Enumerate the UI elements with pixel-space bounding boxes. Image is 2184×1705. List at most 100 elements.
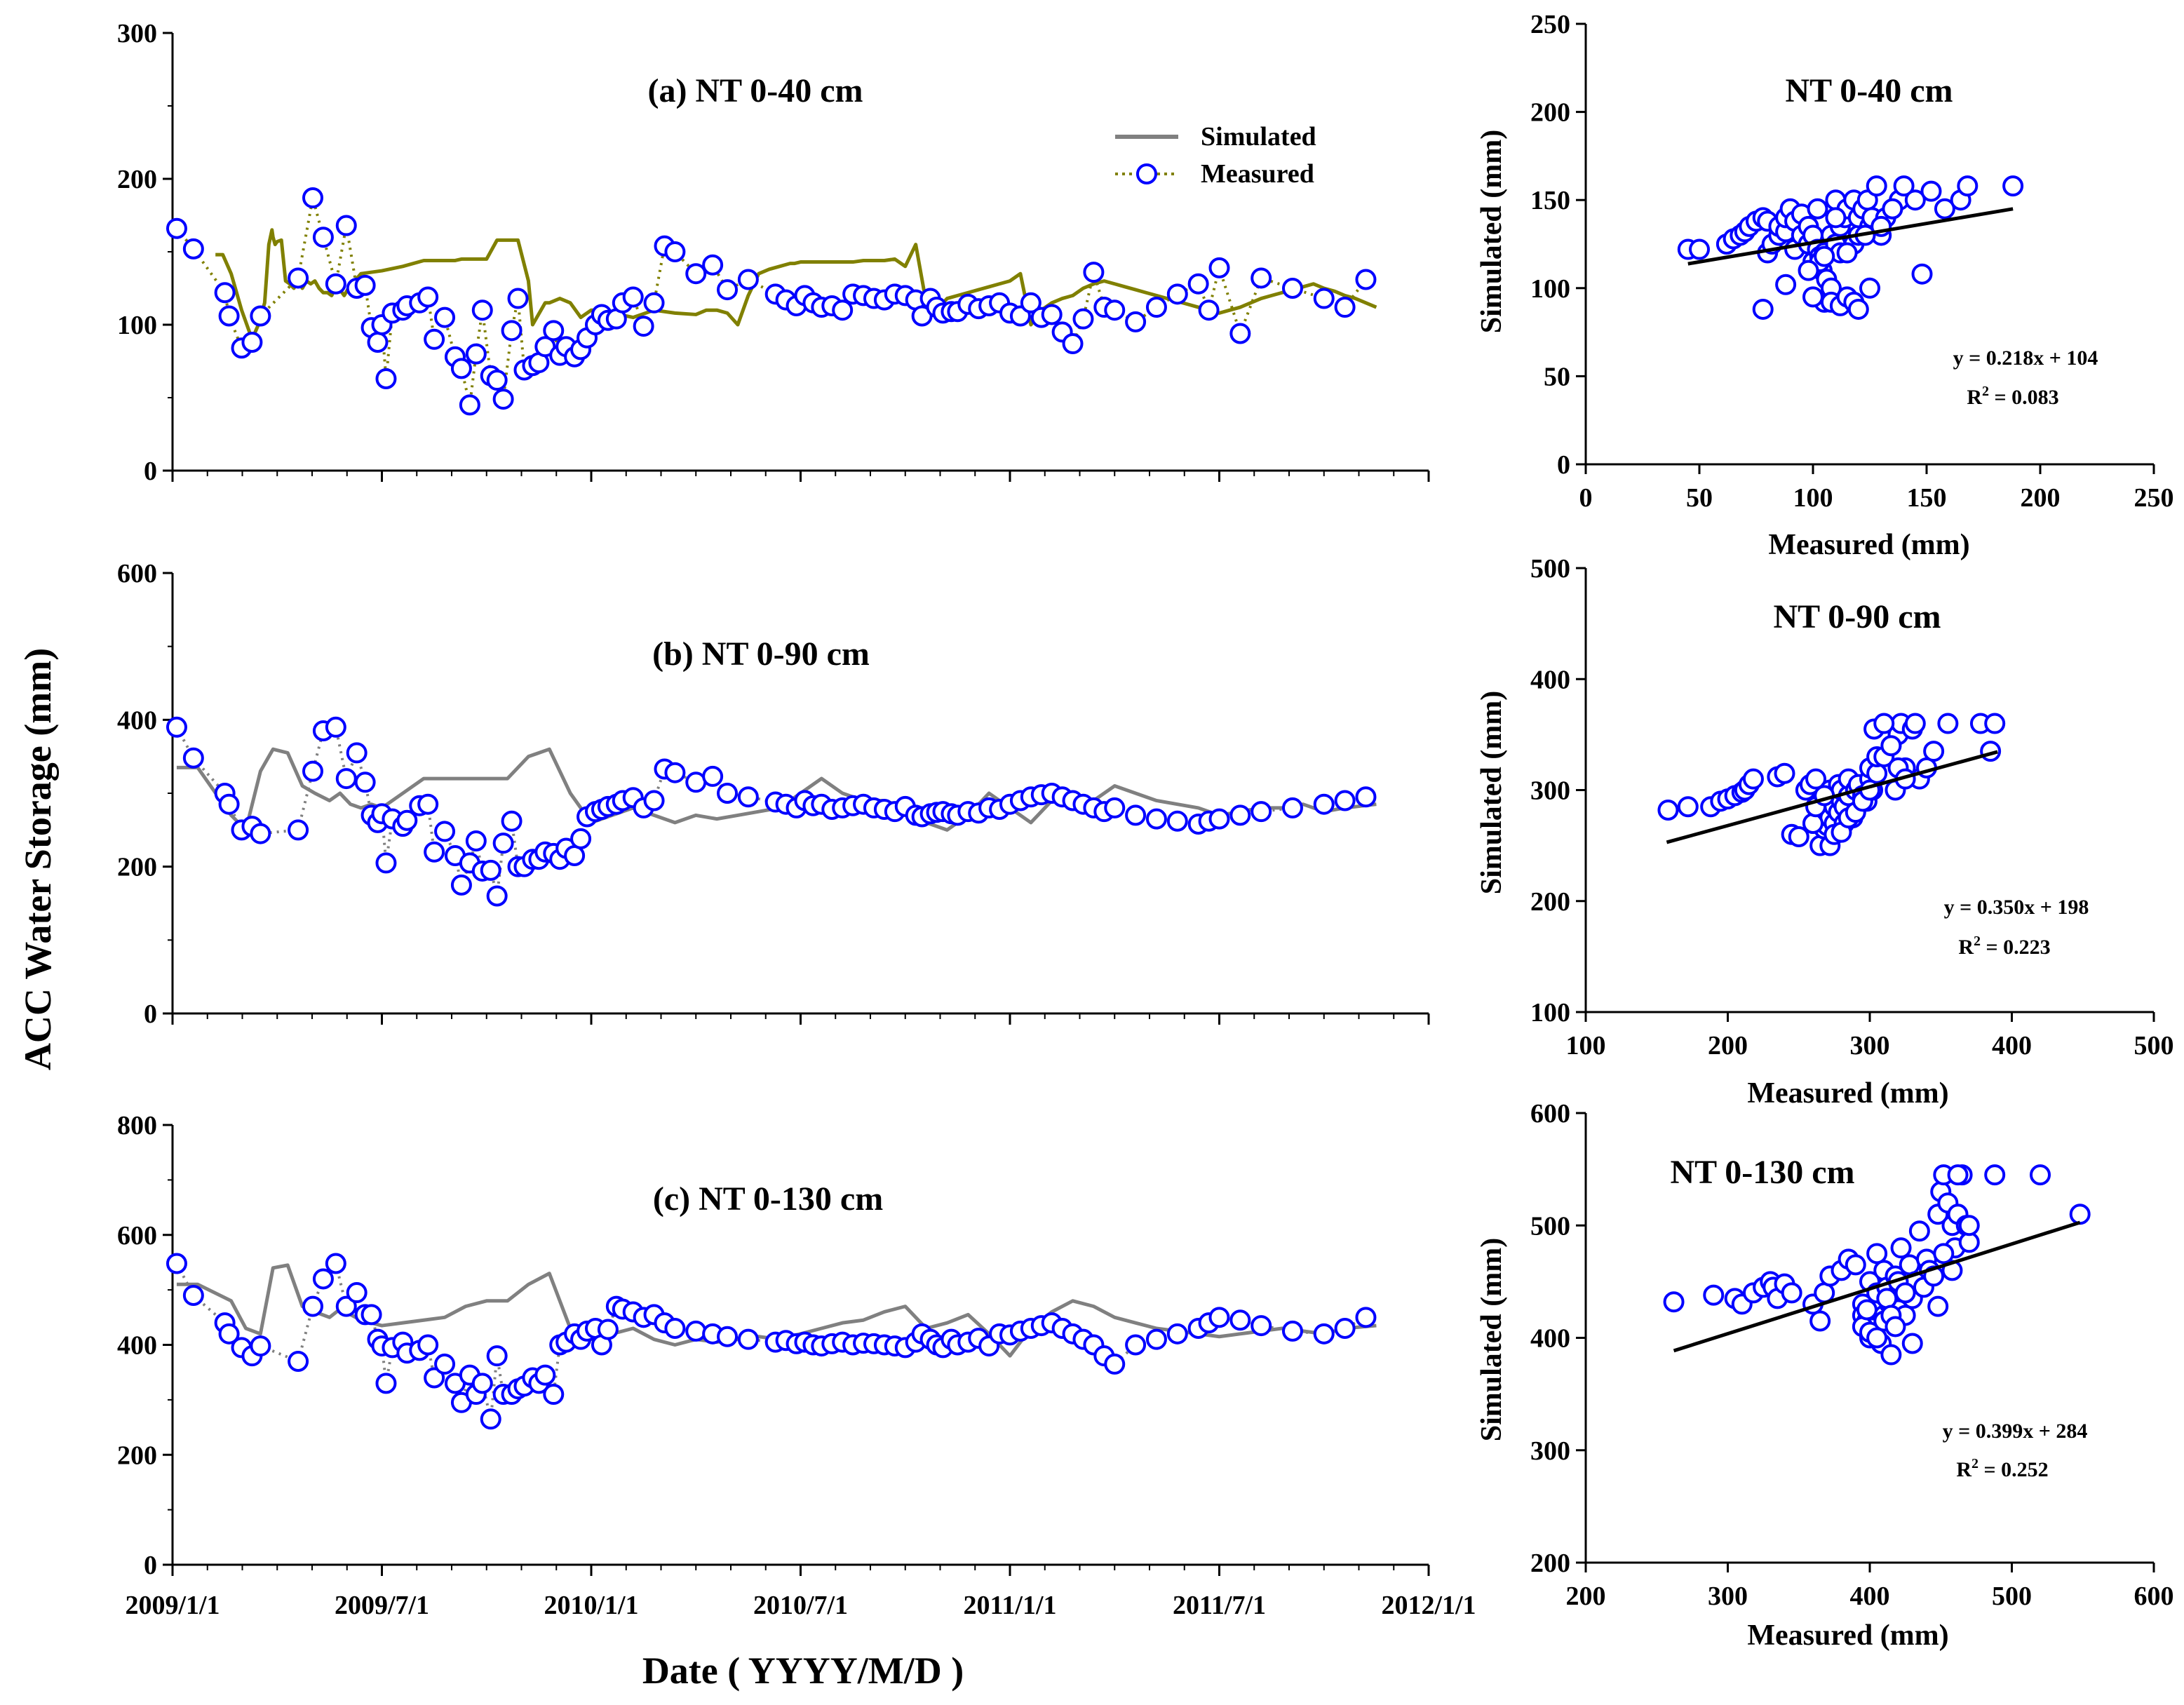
- ts-b-simulated-line: [176, 747, 1377, 832]
- ts-a-measured-point: [1355, 269, 1377, 290]
- ts-b-measured-point: [1145, 808, 1167, 830]
- ts-a-measured-point: [1187, 273, 1209, 295]
- ts-a-measured-point: [702, 254, 724, 276]
- ts-c-measured-point: [218, 1323, 240, 1345]
- sc-a-point: [1689, 238, 1710, 260]
- sc-c-fit-line: [1673, 1220, 2081, 1353]
- sc-c-point: [1984, 1164, 2006, 1186]
- scatter-a-r2-label: R: [1967, 386, 1982, 409]
- ts-c-y-tick-label: 0: [144, 1551, 157, 1580]
- ts-a-measured-point: [288, 267, 309, 289]
- panel-c-plot-area: 0 200 400 600 800 2009/1/1 2009/7/1 2010/1/1 201…: [117, 1111, 1476, 1620]
- sc-c-point: [1663, 1291, 1685, 1313]
- ts-a-measured-point: [1104, 299, 1126, 321]
- ts-a-measured-point: [182, 238, 204, 260]
- sc-c-point: [1958, 1215, 1980, 1236]
- sc-b-x-tick-label: 300: [1850, 1031, 1890, 1060]
- sc-a-y-tick-label: 250: [1530, 10, 1570, 39]
- ts-c-measured-point: [534, 1364, 556, 1386]
- scatter-b-r2: R2 = 0.223: [1958, 934, 2050, 959]
- scatter-b: NT 0-90 cm 100 200 300 400 500 100 200 300 400 50…: [1476, 554, 2174, 1110]
- sc-a-point: [1814, 245, 1835, 267]
- sc-c-point: [1880, 1344, 1902, 1366]
- sc-c-point: [1781, 1282, 1802, 1304]
- sc-a-point: [1859, 277, 1880, 299]
- x-tick-label: 2012/1/1: [1381, 1591, 1476, 1620]
- ts-a-measured-point: [685, 263, 707, 285]
- sc-c-point: [1876, 1288, 1898, 1309]
- ts-b-measured-point: [570, 828, 592, 849]
- ts-a-measured-point: [832, 299, 854, 321]
- ts-c-measured-point: [360, 1304, 382, 1326]
- ts-c-y-tick-label: 400: [117, 1331, 157, 1361]
- ts-a-y-tick-label: 0: [144, 457, 157, 486]
- ts-b-measured-point: [325, 716, 346, 738]
- ts-c-measured-point: [1104, 1353, 1126, 1375]
- ts-c-measured-point: [471, 1373, 493, 1394]
- scatter-c-title: NT 0-130 cm: [1670, 1154, 1854, 1191]
- sc-a-point: [1866, 175, 1887, 197]
- ts-c-measured-point: [1208, 1307, 1230, 1328]
- ts-c-y-tick-label: 800: [117, 1111, 157, 1140]
- sc-c-point: [1927, 1295, 1949, 1317]
- sc-b-point: [1657, 799, 1679, 821]
- ts-c-measured-point: [664, 1317, 686, 1339]
- ts-a-measured-point: [1313, 288, 1335, 309]
- sc-a-x-tick-label: 200: [2021, 483, 2061, 513]
- ts-c-measured-point: [1251, 1315, 1272, 1337]
- sc-c-y-tick-label: 400: [1530, 1324, 1570, 1354]
- sc-a-x-tick-label: 100: [1793, 483, 1833, 513]
- ts-a-measured-point: [218, 305, 240, 327]
- panel-c-title: (c) NT 0-130 cm: [653, 1180, 883, 1218]
- legend-measured-label: Measured: [1201, 159, 1314, 189]
- scatter-a-title: NT 0-40 cm: [1785, 72, 1953, 109]
- ts-a-measured-point: [1334, 297, 1356, 318]
- ts-b-measured-point: [501, 810, 523, 832]
- scatter-b-r2-exp: 2: [1974, 934, 1981, 949]
- ts-c-measured-point: [166, 1253, 187, 1274]
- ts-c-measured-point: [1281, 1320, 1303, 1342]
- sc-a-point: [1882, 198, 1903, 220]
- ts-b-measured-point: [465, 830, 487, 852]
- scatter-c-equation: y = 0.399x + 284: [1943, 1420, 2088, 1443]
- ts-a-measured-point: [1166, 283, 1188, 305]
- sc-c-point: [1894, 1282, 1916, 1304]
- panel-b-title: (b) NT 0-90 cm: [652, 635, 870, 673]
- ts-b-measured-point: [335, 768, 357, 790]
- sc-c-point: [2030, 1164, 2051, 1186]
- ts-a-measured-point: [214, 282, 236, 304]
- ts-b-measured-point: [375, 852, 397, 874]
- panel-c-timeseries: (c) NT 0-130 cm 0 200 400 600 800 2009/1/1 200…: [117, 1111, 1476, 1620]
- sc-c-point: [1845, 1254, 1866, 1276]
- ts-a-measured-point: [354, 274, 376, 296]
- ts-a-measured-point: [450, 358, 472, 379]
- panel-b-timeseries: (b) NT 0-90 cm 0 200 400 600: [117, 559, 1430, 1029]
- ts-b-y-tick-label: 600: [117, 559, 157, 588]
- ts-b-y-tick-label: 400: [117, 706, 157, 735]
- ts-b-measured-point: [166, 716, 187, 738]
- legend-simulated-label: Simulated: [1201, 122, 1316, 151]
- ts-c-measured-point: [346, 1282, 368, 1304]
- ts-a-measured-point: [507, 288, 529, 309]
- ts-c-measured-point: [737, 1328, 759, 1350]
- panel-b-plot-area: 0 200 400 600: [117, 559, 1430, 1029]
- scatter-c-r2: R2 = 0.252: [1956, 1456, 2048, 1481]
- ts-a-measured-point: [302, 187, 323, 209]
- panel-a-title: (a) NT 0-40 cm: [647, 72, 863, 109]
- scatter-b-xlabel: Measured (mm): [1747, 1077, 1948, 1110]
- ts-a-measured-point: [459, 394, 480, 416]
- ts-b-measured-point: [1355, 786, 1377, 808]
- sc-b-x-tick-label: 500: [2134, 1031, 2174, 1060]
- ts-a-measured-point: [643, 292, 665, 314]
- panel-a-plot-area: 0 100 200 300: [117, 19, 1430, 486]
- ts-a-measured-point: [166, 217, 187, 239]
- sc-c-point: [1890, 1237, 1912, 1259]
- ts-b-measured-point: [354, 771, 376, 793]
- sc-c-x-tick-label: 600: [2134, 1582, 2174, 1611]
- scatter-c-xlabel: Measured (mm): [1747, 1619, 1948, 1652]
- sc-a-point: [1957, 175, 1979, 197]
- ts-a-measured-point: [471, 299, 493, 321]
- sc-c-point: [1901, 1333, 1923, 1354]
- scatter-b-r2-label: R: [1958, 936, 1974, 959]
- sc-c-x-tick-label: 500: [1992, 1582, 2032, 1611]
